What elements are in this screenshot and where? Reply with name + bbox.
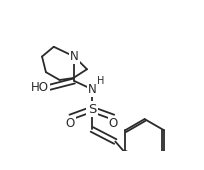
Text: O: O [109,117,118,130]
Text: HO: HO [31,81,49,94]
Text: O: O [66,117,75,130]
Text: S: S [88,103,96,116]
Text: H: H [97,76,104,86]
Text: N: N [88,83,96,96]
Text: N: N [70,50,79,63]
